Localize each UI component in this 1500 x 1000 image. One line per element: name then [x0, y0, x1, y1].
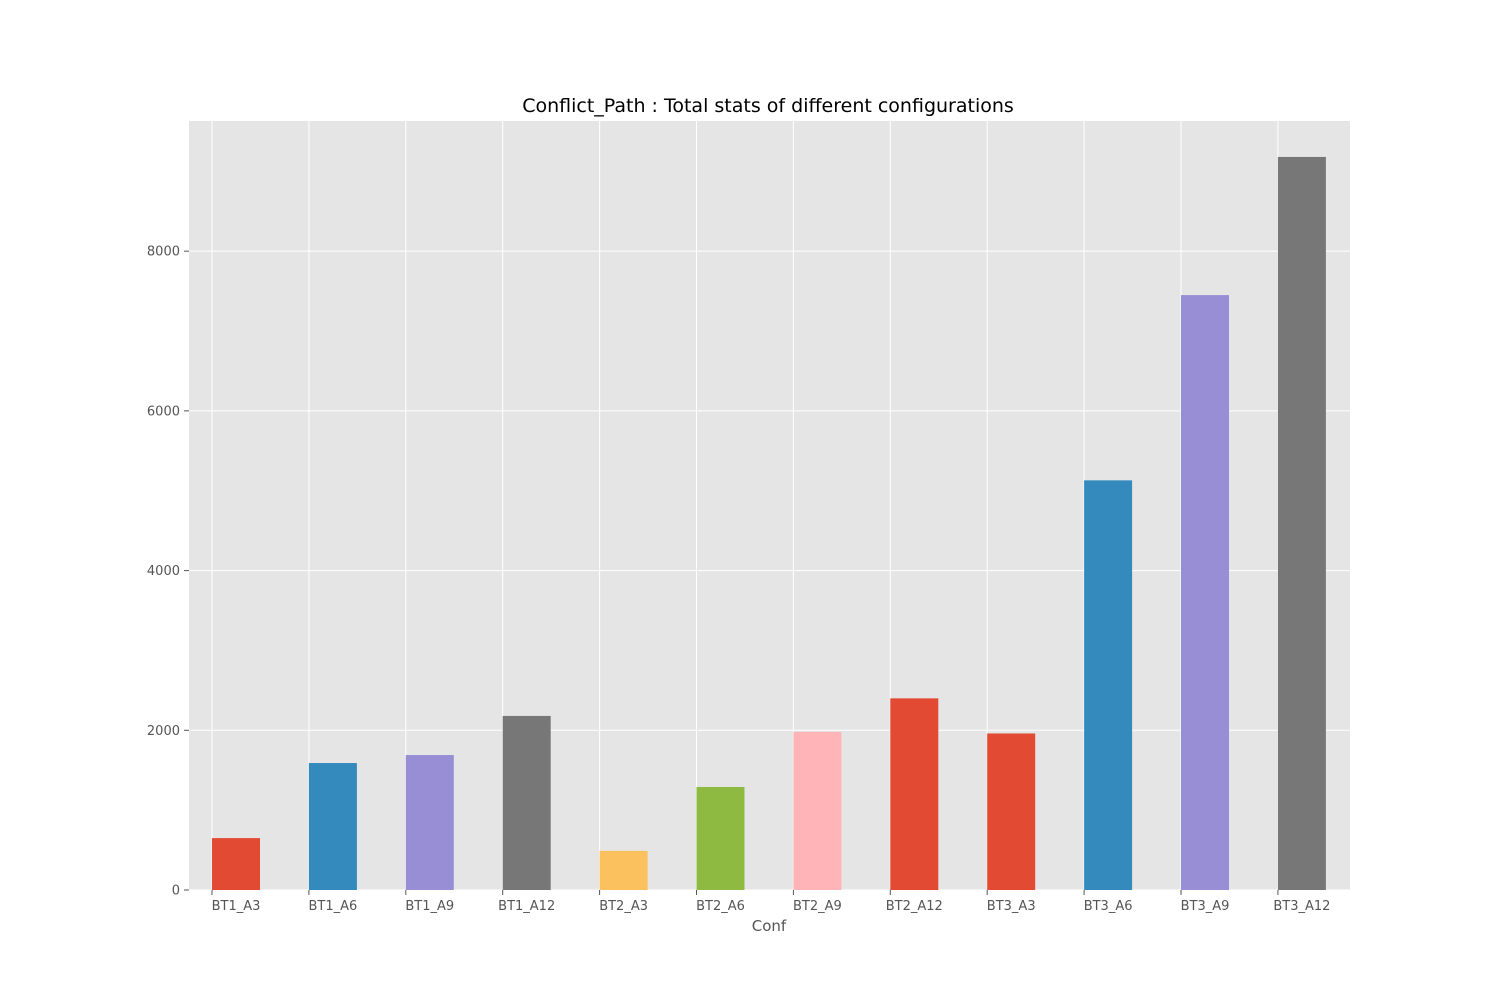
y-tick-label: 0 [172, 884, 180, 899]
y-tick-label: 2000 [147, 724, 180, 739]
plot-area [189, 121, 1350, 890]
y-tick-label: 8000 [147, 245, 180, 260]
bars [212, 156, 1326, 891]
x-tick-label: BT2_A3 [599, 899, 648, 914]
bar-bt2-a6 [696, 786, 745, 890]
bar-bt1-a6 [308, 763, 357, 890]
x-tick-label: BT1_A9 [405, 899, 454, 914]
bar-bt3-a3 [987, 733, 1036, 890]
x-tick-label: BT2_A12 [886, 899, 943, 914]
bar-bt2-a12 [890, 698, 939, 890]
bar-bt2-a3 [599, 850, 648, 890]
bar-bt1-a9 [405, 755, 454, 890]
x-tick-label: BT1_A6 [309, 899, 358, 914]
bar-bt1-a12 [502, 715, 551, 890]
bar-bt2-a9 [793, 731, 842, 890]
chart-title: Conflict_Path : Total stats of different… [522, 95, 1014, 117]
x-tick-label: BT3_A12 [1273, 899, 1330, 914]
y-tick-label: 6000 [147, 404, 180, 419]
x-tick-label: BT3_A6 [1084, 899, 1133, 914]
x-tick-label: BT2_A9 [793, 899, 842, 914]
bar-bt3-a9 [1181, 295, 1229, 890]
bar-bt1-a3 [212, 838, 260, 890]
x-axis-label: Conf [752, 917, 787, 935]
x-tick-label: BT1_A3 [212, 899, 261, 914]
x-tick-label: BT3_A3 [987, 899, 1036, 914]
x-tick-label: BT2_A6 [696, 899, 745, 914]
bar-bt3-a6 [1084, 480, 1133, 890]
x-tick-label: BT3_A9 [1181, 899, 1230, 914]
x-axis-ticks: BT1_A3 BT1_A6 BT1_A9 BT1_A12 BT2_A3 BT2_A6 BT2… [211, 890, 1330, 914]
y-tick-label: 4000 [147, 564, 180, 579]
y-axis-ticks: 0 2000 4000 6000 8000 [147, 245, 189, 899]
x-tick-label: BT1_A12 [498, 899, 555, 914]
bar-bt3-a12 [1277, 156, 1326, 891]
